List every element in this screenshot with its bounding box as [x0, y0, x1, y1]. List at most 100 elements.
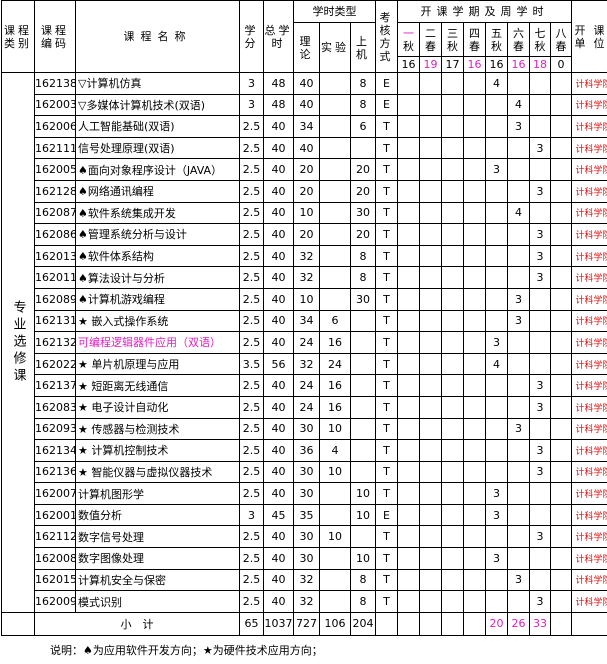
weekly-hours-cell	[463, 482, 486, 505]
code-cell: 162007	[34, 482, 76, 505]
theory-cell: 24	[293, 331, 320, 354]
exam-cell: T	[375, 439, 398, 462]
weekly-hours-cell: 3	[485, 503, 508, 527]
exam-cell: T	[375, 244, 398, 268]
computer-cell: 8	[350, 568, 376, 592]
exam-cell: T	[375, 115, 398, 138]
exam-cell: T	[375, 223, 398, 246]
exam-cell: T	[375, 460, 398, 484]
name-cell: 人工智能基础(双语)	[75, 115, 240, 138]
weekly-hours-cell: 3	[529, 266, 551, 289]
weekly-hours-cell	[419, 93, 442, 117]
weekly-hours-cell	[419, 525, 442, 549]
weekly-hours-cell	[507, 482, 530, 505]
weekly-hours-cell	[463, 287, 486, 311]
lab-cell: 6	[319, 309, 351, 333]
weekly-hours-cell	[397, 352, 420, 376]
credits-cell: 3	[239, 93, 264, 117]
computer-cell	[350, 525, 376, 549]
theory-cell: 40	[293, 93, 320, 117]
code-cell: 162087	[34, 201, 76, 225]
code-cell: 162083	[34, 395, 76, 419]
computer-cell: 8	[350, 244, 376, 268]
semester-weeks: 16	[507, 56, 530, 73]
weekly-hours-cell	[507, 374, 530, 397]
semester-header: 一秋	[397, 22, 420, 57]
lab-cell	[319, 72, 351, 95]
weekly-hours-cell	[485, 395, 508, 419]
semester-season: 秋	[491, 39, 502, 53]
weekly-hours-cell	[463, 417, 486, 441]
lab-cell: 16	[319, 331, 351, 354]
weekly-hours-cell	[529, 309, 551, 333]
weekly-hours-cell	[507, 503, 530, 527]
weekly-hours-cell	[550, 547, 572, 570]
exam-cell: T	[375, 331, 398, 354]
lab-cell	[319, 136, 351, 160]
weekly-hours-cell	[507, 439, 530, 462]
lab-cell: 16	[319, 374, 351, 397]
theory-cell: 36	[293, 439, 320, 462]
lab-cell	[319, 482, 351, 505]
header-cell: 上机	[350, 22, 376, 73]
computer-cell: 10	[350, 547, 376, 570]
header-cell: 学时类型	[293, 0, 376, 23]
weekly-hours-cell	[507, 547, 530, 570]
semester-number: 六	[513, 26, 524, 40]
total-weekly	[441, 611, 464, 636]
semester-weeks: 18	[529, 56, 551, 73]
name-cell: ♠计算机游戏编程	[75, 287, 240, 311]
credits-cell: 2.5	[239, 439, 264, 462]
code-cell: 162134	[34, 439, 76, 462]
name-cell: ★ 短距离无线通信	[75, 374, 240, 397]
unit-cell: 计科学院	[571, 287, 607, 311]
weekly-hours-cell	[397, 93, 420, 117]
weekly-hours-cell	[441, 93, 464, 117]
weekly-hours-cell	[550, 309, 572, 333]
weekly-hours-cell	[529, 568, 551, 592]
weekly-hours-cell	[485, 266, 508, 289]
hours-cell: 40	[263, 331, 294, 354]
weekly-hours-cell	[463, 115, 486, 138]
course-row: 162005♠面向对象程序设计（JAVA）2.5402020T3计科学院	[2, 158, 607, 181]
weekly-hours-cell	[529, 158, 551, 181]
theory-cell: 24	[293, 395, 320, 419]
hours-cell: 40	[263, 547, 294, 570]
semester-header: 五秋	[485, 22, 508, 57]
header-cell: 课程类别	[1, 0, 35, 73]
weekly-hours-cell: 3	[529, 525, 551, 549]
lab-cell: 10	[319, 460, 351, 484]
total-computer: 204	[350, 611, 376, 636]
weekly-hours-cell	[419, 72, 442, 95]
weekly-hours-cell	[397, 223, 420, 246]
lab-cell: 10	[319, 417, 351, 441]
weekly-hours-cell	[397, 568, 420, 592]
weekly-hours-cell	[529, 287, 551, 311]
weekly-hours-cell	[397, 201, 420, 225]
hours-cell: 40	[263, 179, 294, 203]
weekly-hours-cell: 3	[507, 287, 530, 311]
weekly-hours-cell	[463, 352, 486, 376]
name-cell: ♠网络通讯编程	[75, 179, 240, 203]
unit-cell: 计科学院	[571, 179, 607, 203]
code-cell: 162005	[34, 158, 76, 181]
weekly-hours-cell	[463, 266, 486, 289]
weekly-hours-cell: 3	[529, 223, 551, 246]
weekly-hours-cell	[463, 460, 486, 484]
semester-season: 秋	[447, 39, 458, 53]
hours-cell: 40	[263, 395, 294, 419]
weekly-hours-cell	[397, 309, 420, 333]
unit-cell: 计科学院	[571, 266, 607, 289]
weekly-hours-cell	[463, 179, 486, 203]
theory-cell: 32	[293, 568, 320, 592]
weekly-hours-cell	[419, 439, 442, 462]
name-cell: 模式识别	[75, 590, 240, 613]
credits-cell: 2.5	[239, 201, 264, 225]
unit-cell: 计科学院	[571, 568, 607, 592]
header-cell: 学分	[239, 0, 264, 73]
